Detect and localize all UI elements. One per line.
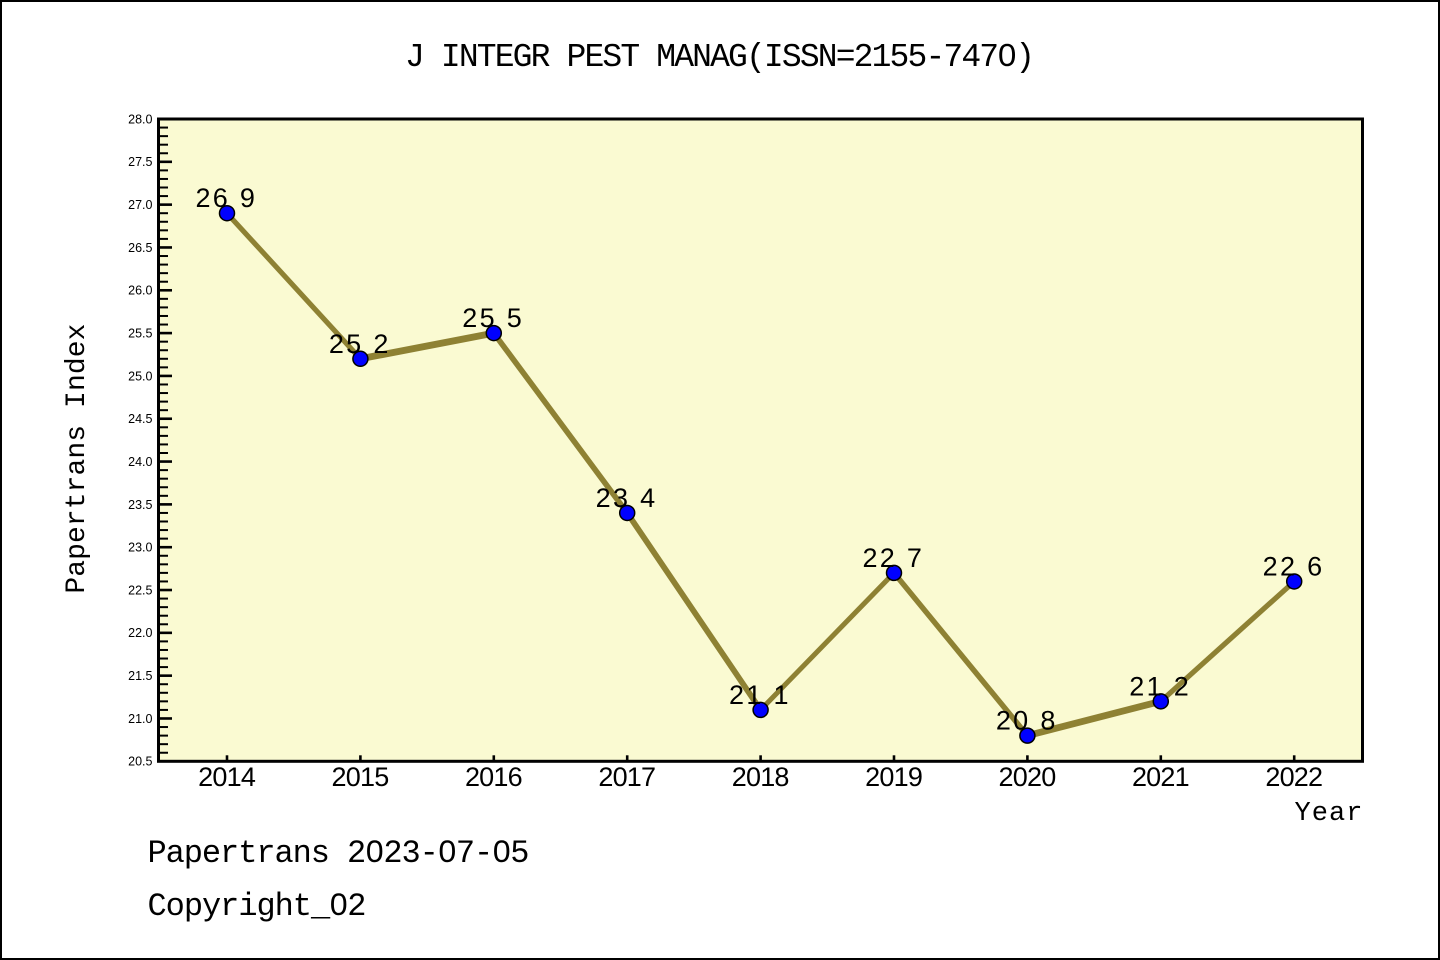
svg-text:25 5: 25 5 xyxy=(462,303,522,333)
svg-text:25.5: 25.5 xyxy=(128,327,152,341)
svg-text:25 2: 25 2 xyxy=(329,329,389,359)
svg-text:21 2: 21 2 xyxy=(1129,671,1189,701)
svg-text:Copyright_02: Copyright_02 xyxy=(148,888,367,925)
svg-text:20 8: 20 8 xyxy=(996,706,1056,736)
svg-text:20.5: 20.5 xyxy=(128,755,152,769)
svg-text:23.5: 23.5 xyxy=(128,498,152,512)
svg-text:2016: 2016 xyxy=(465,762,523,792)
svg-text:J INTEGR PEST MANAG(ISSN=2155-: J INTEGR PEST MANAG(ISSN=2155-7470) xyxy=(405,39,1035,76)
svg-text:24.0: 24.0 xyxy=(128,455,152,469)
svg-text:2019: 2019 xyxy=(865,762,923,792)
svg-text:21.5: 21.5 xyxy=(128,669,152,683)
svg-text:27.5: 27.5 xyxy=(128,155,152,169)
svg-text:2017: 2017 xyxy=(598,762,656,792)
svg-text:28.0: 28.0 xyxy=(128,112,152,126)
svg-text:22 6: 22 6 xyxy=(1263,551,1323,581)
svg-text:Papertrans Index: Papertrans Index xyxy=(62,324,93,594)
svg-text:2021: 2021 xyxy=(1132,762,1190,792)
svg-text:22.5: 22.5 xyxy=(128,583,152,597)
svg-text:Papertrans 2023-07-05: Papertrans 2023-07-05 xyxy=(148,835,530,872)
svg-text:26.5: 26.5 xyxy=(128,241,152,255)
svg-text:27.0: 27.0 xyxy=(128,198,152,212)
svg-text:23.0: 23.0 xyxy=(128,541,152,555)
svg-text:2018: 2018 xyxy=(732,762,790,792)
svg-text:22 7: 22 7 xyxy=(862,543,922,573)
svg-text:2015: 2015 xyxy=(332,762,390,792)
svg-text:21 1: 21 1 xyxy=(729,680,789,710)
svg-text:2020: 2020 xyxy=(999,762,1057,792)
svg-text:2014: 2014 xyxy=(198,762,256,792)
svg-text:23 4: 23 4 xyxy=(596,483,656,513)
svg-text:21.0: 21.0 xyxy=(128,712,152,726)
svg-text:26 9: 26 9 xyxy=(195,183,255,213)
svg-text:22.0: 22.0 xyxy=(128,626,152,640)
svg-text:Year: Year xyxy=(1295,799,1363,829)
svg-text:26.0: 26.0 xyxy=(128,284,152,298)
svg-text:25.0: 25.0 xyxy=(128,369,152,383)
svg-text:24.5: 24.5 xyxy=(128,412,152,426)
svg-text:2022: 2022 xyxy=(1265,762,1323,792)
